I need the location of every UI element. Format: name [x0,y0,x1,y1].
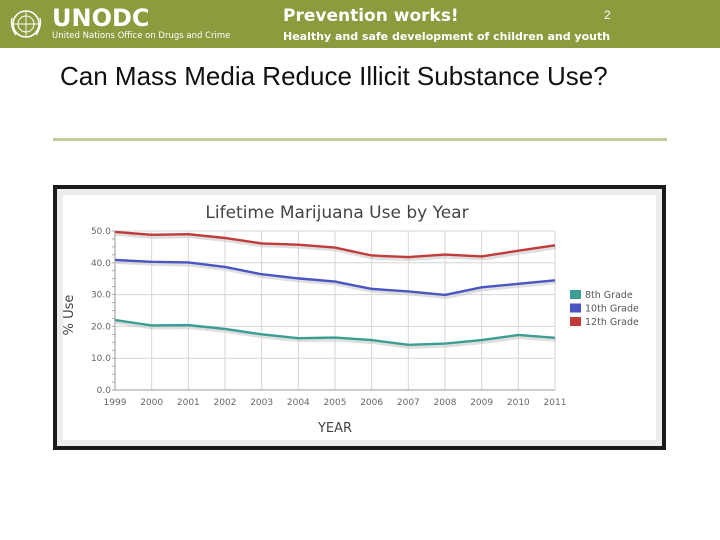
y-tick-label: 20.0 [91,322,111,332]
series-lines [114,230,557,349]
legend-swatch [570,303,581,313]
legend-swatch [570,317,581,326]
x-tick-label: 2002 [214,398,237,408]
legend-entry: 8th Grade [585,290,633,301]
legend: 8th Grade 10th Grade 12th Grade [570,290,639,328]
brand-name: UNODC [52,4,150,32]
brand-subtitle: United Nations Office on Drugs and Crime [52,31,231,41]
marijuana-use-chart: Lifetime Marijuana Use by Year 0.0 10.0 20… [57,189,662,446]
chart-frame: Lifetime Marijuana Use by Year 0.0 10.0 20… [53,185,666,450]
y-tick-label: 40.0 [91,259,111,269]
legend-entry: 10th Grade [585,304,639,315]
x-tick-label: 2008 [434,398,457,408]
title-divider [53,138,667,141]
x-tick-label: 2004 [287,398,310,408]
header-band: UNODC United Nations Office on Drugs and… [0,0,720,48]
un-emblem-icon [10,10,42,38]
x-axis-label: YEAR [317,421,352,436]
x-tick-label: 2001 [177,398,200,408]
x-tick-label: 2009 [470,398,493,408]
x-tick-label: 2010 [507,398,530,408]
axis-ticks: 0.0 10.0 20.0 30.0 40.0 50.0 1999 2000 2001 2002 2… [91,227,567,408]
legend-entry: 12th Grade [585,317,639,328]
legend-swatch [570,290,581,299]
series-shadow [115,231,557,262]
x-tick-label: 1999 [104,398,127,408]
x-tick-label: 2000 [140,398,163,408]
y-tick-label: 0.0 [97,386,112,396]
series-shadow [115,259,557,299]
x-tick-label: 2007 [397,398,420,408]
chart-title: Lifetime Marijuana Use by Year [205,203,468,223]
header-subtitle: Healthy and safe development of children… [283,30,611,43]
x-tick-label: 2011 [544,398,567,408]
x-tick-label: 2006 [360,398,383,408]
series-shadow [115,320,557,349]
y-tick-label: 10.0 [91,354,111,364]
x-tick-label: 2003 [250,398,273,408]
y-tick-label: 50.0 [91,227,111,237]
series-line-10th-grade [114,258,556,297]
y-tick-label: 30.0 [91,291,111,301]
page-number: 2 [604,8,611,22]
header-title: Prevention works! [283,6,459,26]
x-tick-label: 2005 [324,398,347,408]
series-line-12th-grade [114,230,556,259]
series-line-8th-grade [114,318,556,347]
y-axis-label: % Use [62,295,77,336]
slide-title: Can Mass Media Reduce Illicit Substance … [60,61,608,91]
